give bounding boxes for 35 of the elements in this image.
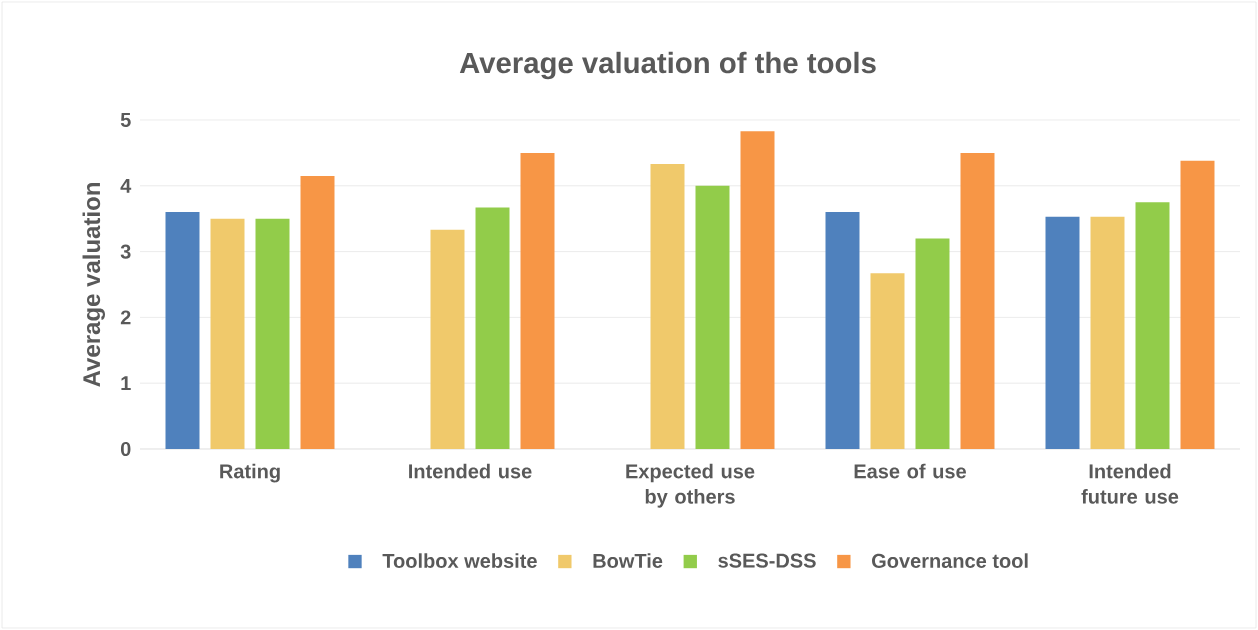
legend-label: Governance tool — [872, 553, 1028, 568]
bar — [915, 238, 950, 449]
bar — [650, 164, 685, 449]
bar — [1045, 216, 1080, 449]
bar — [165, 212, 200, 449]
x-tick-label: Intended use — [409, 463, 532, 479]
bar — [1090, 216, 1125, 449]
bar — [1180, 160, 1215, 449]
x-tick-label: Intended future use — [1081, 463, 1179, 504]
x-tick-label: Rating — [220, 463, 280, 483]
y-tick-label: 2 — [120, 310, 131, 325]
legend-label: sSES-DSS — [718, 553, 816, 568]
y-tick-label: 4 — [120, 178, 132, 193]
bar — [520, 152, 555, 449]
bar — [695, 185, 730, 449]
x-tick-label: Expected use by others — [626, 463, 755, 508]
bar — [210, 218, 245, 449]
bar — [430, 229, 465, 449]
bar — [255, 218, 290, 449]
legend-label: BowTie — [593, 553, 663, 568]
y-tick-label: 1 — [121, 376, 131, 391]
x-tick-label: Ease of use — [854, 463, 966, 479]
bar — [300, 175, 335, 449]
bar — [825, 212, 860, 449]
bar — [960, 152, 995, 449]
bar — [740, 131, 775, 449]
legend-label: Toolbox website — [382, 553, 537, 568]
y-tick-label: 0 — [120, 441, 131, 457]
y-tick-label: 3 — [120, 244, 131, 259]
y-tick-label: 5 — [120, 113, 131, 127]
bar — [475, 207, 510, 449]
chart-title: Average valuation of the tools — [459, 51, 876, 80]
bar — [870, 273, 905, 449]
bar — [1135, 202, 1170, 449]
y-axis-title: Average valuation — [82, 183, 106, 387]
